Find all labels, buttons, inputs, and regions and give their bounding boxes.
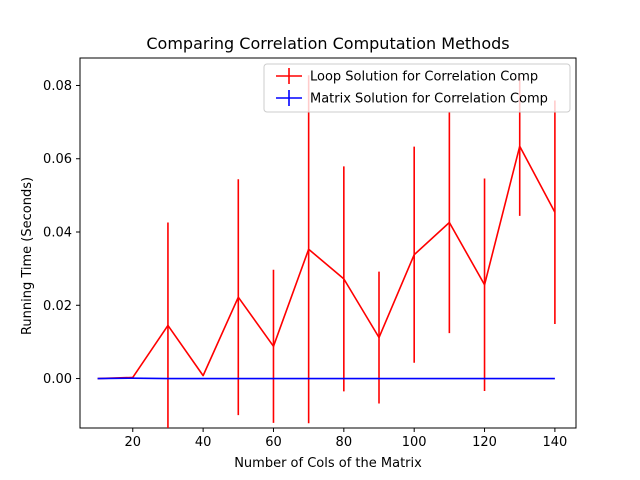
- y-axis-label: Running Time (Seconds): [20, 177, 35, 335]
- x-axis-label: Number of Cols of the Matrix: [234, 456, 422, 471]
- series-line-loop: [97, 145, 556, 380]
- x-tick-label: 20: [124, 435, 141, 450]
- axes-frame: [79, 57, 577, 429]
- legend-label-matrix: Matrix Solution for Correlation Comp: [310, 92, 548, 107]
- y-tick-label: 0.08: [43, 79, 72, 94]
- x-tick-label: 120: [472, 435, 497, 450]
- x-tick-label: 60: [265, 435, 282, 450]
- y-tick-label: 0.04: [43, 226, 72, 241]
- y-tick-label: 0.06: [43, 152, 72, 167]
- x-tick-label: 140: [542, 435, 567, 450]
- chart-title: Comparing Correlation Computation Method…: [146, 34, 509, 53]
- x-tick-label: 80: [336, 435, 353, 450]
- y-tick-label: 0.00: [43, 372, 72, 387]
- y-tick-label: 0.02: [43, 299, 72, 314]
- legend-box: [263, 63, 571, 113]
- series-loop: [97, 75, 556, 428]
- x-tick-label: 100: [402, 435, 427, 450]
- data-layer: [97, 75, 556, 428]
- x-tick-label: 40: [195, 435, 212, 450]
- legend-label-loop: Loop Solution for Correlation Comp: [310, 70, 538, 85]
- legend: Loop Solution for Correlation Comp Matrix…: [263, 63, 571, 113]
- plot-area: 20 40 60 80 100 120 140 0.00 0.02 0.04 0.06 0.08 Loo…: [43, 57, 577, 450]
